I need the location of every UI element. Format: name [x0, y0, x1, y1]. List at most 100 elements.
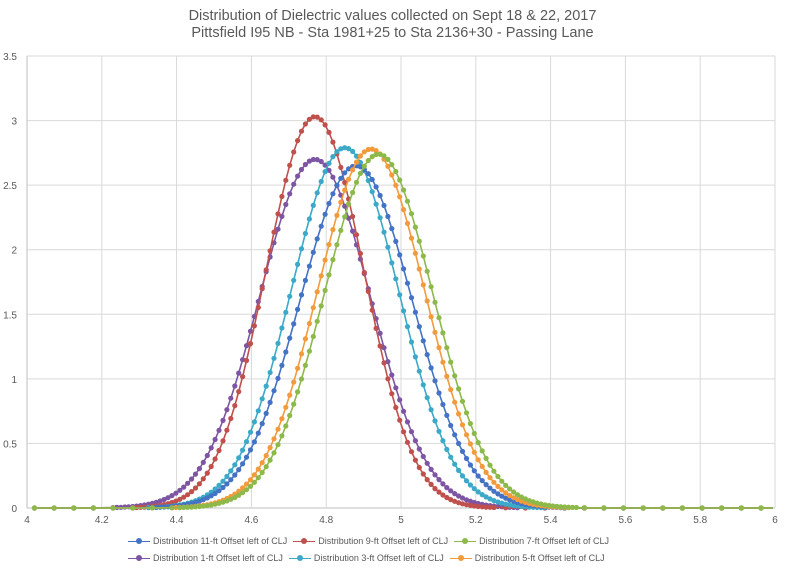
data-point: [475, 440, 481, 446]
chart-subtitle: Pittsfield I95 NB - Sta 1981+25 to Sta 2…: [191, 25, 594, 41]
data-point: [279, 213, 285, 219]
data-point: [306, 348, 312, 354]
legend-label: Distribution 9-ft Offset left of CLJ: [318, 536, 449, 546]
data-point: [318, 273, 324, 279]
data-point: [550, 503, 556, 509]
y-tick-label: 3.5: [3, 52, 17, 63]
data-point: [463, 432, 470, 438]
data-point: [448, 488, 454, 494]
data-point: [369, 146, 375, 152]
data-point: [228, 496, 234, 502]
data-point: [200, 503, 206, 509]
data-point: [381, 360, 387, 366]
data-point: [267, 445, 273, 451]
data-point: [479, 504, 485, 510]
data-point: [471, 486, 477, 492]
data-point: [350, 148, 356, 154]
data-point: [318, 223, 324, 229]
data-point: [416, 238, 422, 244]
data-point: [436, 489, 442, 495]
data-point: [495, 499, 501, 505]
legend-item: Distribution 7-ft Offset left of CLJ: [454, 536, 609, 546]
data-point: [177, 496, 183, 502]
data-point: [428, 481, 434, 487]
data-point: [416, 324, 422, 330]
data-point: [110, 505, 116, 511]
data-point: [302, 362, 308, 368]
data-point: [385, 244, 391, 250]
data-point: [295, 173, 301, 179]
data-point: [365, 288, 371, 294]
data-point: [503, 495, 509, 501]
data-point: [346, 215, 352, 221]
data-point: [279, 193, 285, 200]
data-point: [243, 454, 250, 460]
data-point: [220, 478, 226, 484]
data-point: [530, 499, 536, 505]
data-point: [240, 374, 246, 380]
series-distribution-3-ft-offset-left-of-clj: [31, 145, 773, 511]
data-point: [208, 502, 214, 508]
data-point: [389, 260, 395, 266]
data-point: [471, 468, 477, 474]
data-point: [240, 447, 246, 453]
data-point: [157, 498, 163, 504]
data-point: [554, 503, 560, 509]
data-point: [424, 268, 430, 274]
data-point: [660, 505, 666, 511]
data-point: [192, 485, 199, 491]
data-point: [189, 504, 195, 510]
data-point: [385, 376, 391, 382]
data-point: [566, 504, 572, 510]
x-tick-label: 4.4: [170, 515, 184, 526]
data-point: [448, 454, 454, 460]
data-point: [499, 500, 505, 506]
x-tick-label: 4: [24, 515, 30, 526]
data-point: [357, 250, 363, 257]
data-point: [487, 485, 493, 491]
data-point: [251, 439, 257, 445]
data-point: [357, 170, 363, 176]
data-point: [302, 161, 308, 168]
data-point: [173, 490, 179, 496]
data-point: [601, 505, 607, 511]
data-point: [495, 473, 501, 480]
data-point: [243, 357, 250, 364]
data-point: [483, 494, 489, 500]
data-point: [169, 505, 175, 511]
data-point: [569, 504, 576, 510]
data-point: [302, 277, 308, 283]
data-point: [243, 481, 250, 487]
data-point: [330, 174, 336, 180]
data-point: [310, 202, 316, 208]
data-point: [255, 408, 261, 414]
data-point: [220, 499, 226, 505]
data-point: [491, 468, 497, 474]
data-point: [342, 187, 348, 193]
data-point: [475, 503, 481, 510]
data-point: [573, 504, 580, 511]
data-point: [420, 282, 426, 288]
y-tick-label: 1: [11, 375, 17, 386]
data-point: [204, 470, 210, 476]
data-point: [393, 182, 399, 188]
data-point: [503, 505, 509, 511]
data-point: [298, 128, 305, 134]
data-point: [306, 320, 312, 327]
data-point: [499, 493, 505, 499]
data-point: [267, 248, 273, 254]
data-point: [357, 164, 363, 170]
data-point: [401, 207, 407, 213]
data-point: [510, 495, 517, 501]
data-point: [459, 501, 466, 507]
data-point: [283, 423, 289, 429]
data-point: [546, 502, 552, 509]
data-point: [200, 459, 206, 465]
data-point: [424, 477, 430, 483]
data-point: [459, 422, 466, 428]
data-point: [432, 329, 438, 335]
data-point: [275, 426, 281, 432]
data-point: [381, 345, 387, 351]
data-point: [412, 438, 418, 444]
data-point: [444, 373, 450, 379]
